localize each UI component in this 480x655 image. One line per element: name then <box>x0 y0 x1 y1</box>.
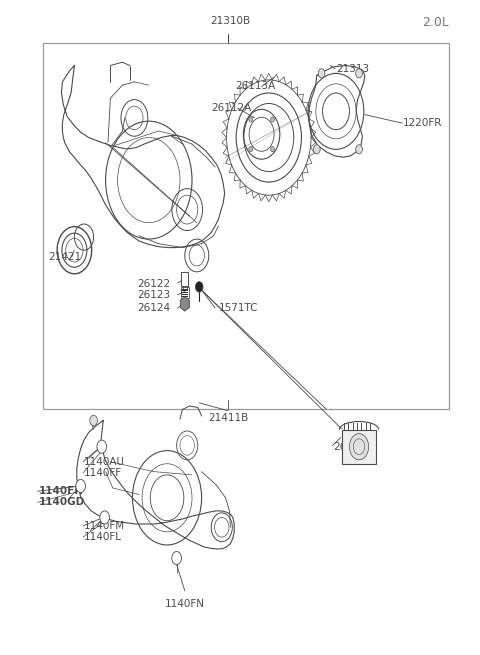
Circle shape <box>356 145 362 154</box>
Text: 21421: 21421 <box>48 252 81 263</box>
Circle shape <box>313 145 320 154</box>
Text: 1220FR: 1220FR <box>403 118 443 128</box>
Circle shape <box>271 147 275 152</box>
Circle shape <box>318 69 325 78</box>
Polygon shape <box>180 297 190 311</box>
Bar <box>181 287 189 298</box>
Text: 1140AU: 1140AU <box>84 457 125 467</box>
Text: 1140FL: 1140FL <box>84 532 122 542</box>
Circle shape <box>356 69 362 78</box>
Circle shape <box>195 282 203 292</box>
Circle shape <box>349 434 369 460</box>
Bar <box>181 288 188 290</box>
Bar <box>43 43 449 409</box>
Text: 1140FF: 1140FF <box>84 468 122 478</box>
Text: 1140FH: 1140FH <box>38 486 84 496</box>
Text: 1140FN: 1140FN <box>165 599 205 609</box>
Circle shape <box>249 117 252 122</box>
Text: 21310B: 21310B <box>210 16 251 26</box>
Text: 26112A: 26112A <box>211 103 252 113</box>
Circle shape <box>97 440 107 453</box>
Text: 1140GD: 1140GD <box>38 497 84 508</box>
Text: 21411B: 21411B <box>208 413 248 422</box>
Circle shape <box>76 479 85 493</box>
Text: 26300: 26300 <box>334 441 366 452</box>
Text: 2.0L: 2.0L <box>422 16 449 29</box>
Circle shape <box>249 147 252 152</box>
Bar <box>181 296 188 297</box>
Bar <box>342 430 376 464</box>
Text: 26113A: 26113A <box>235 81 276 92</box>
Circle shape <box>90 415 97 426</box>
Circle shape <box>271 117 275 122</box>
Text: 26123: 26123 <box>137 290 170 301</box>
Bar <box>181 272 188 286</box>
Circle shape <box>100 511 109 524</box>
Text: 26124: 26124 <box>137 303 170 313</box>
Text: 21313: 21313 <box>336 64 369 74</box>
Text: 26122: 26122 <box>137 279 170 290</box>
Text: 1571TC: 1571TC <box>218 303 258 313</box>
Text: 1140FM: 1140FM <box>84 521 125 531</box>
Circle shape <box>172 552 181 565</box>
